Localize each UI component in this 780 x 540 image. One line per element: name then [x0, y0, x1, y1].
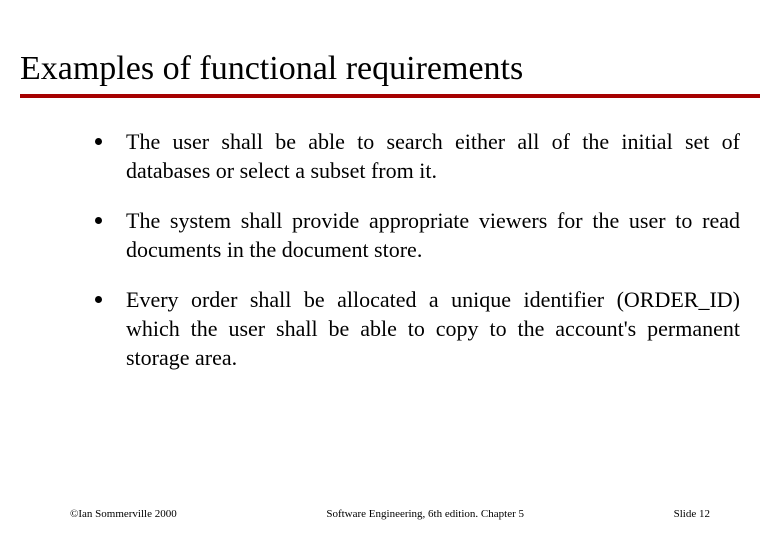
footer-slide-number: Slide 12 [674, 508, 710, 520]
slide-footer: ©Ian Sommerville 2000 Software Engineeri… [0, 508, 780, 520]
bullet-text: The system shall provide appropriate vie… [126, 207, 740, 264]
slide-container: Examples of functional requirements The … [0, 0, 780, 540]
bullet-item: The system shall provide appropriate vie… [95, 207, 740, 264]
bullet-marker-icon [95, 217, 102, 224]
footer-book-title: Software Engineering, 6th edition. Chapt… [326, 508, 524, 520]
title-underline [20, 94, 760, 98]
slide-title: Examples of functional requirements [20, 50, 760, 88]
bullet-text: Every order shall be allocated a unique … [126, 286, 740, 372]
bullet-item: The user shall be able to search either … [95, 128, 740, 185]
bullet-item: Every order shall be allocated a unique … [95, 286, 740, 372]
bullet-text: The user shall be able to search either … [126, 128, 740, 185]
footer-copyright: ©Ian Sommerville 2000 [70, 508, 177, 520]
bullet-marker-icon [95, 296, 102, 303]
bullet-marker-icon [95, 138, 102, 145]
slide-content: The user shall be able to search either … [20, 128, 760, 372]
